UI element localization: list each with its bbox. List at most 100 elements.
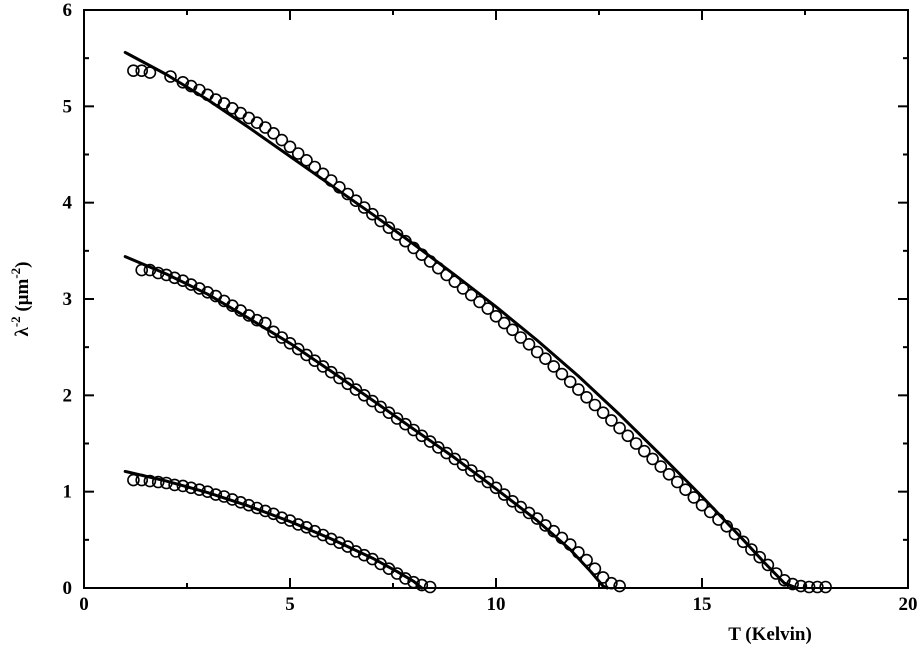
data-point [555, 367, 569, 381]
data-point [794, 579, 808, 593]
data-point [580, 390, 593, 404]
data-point [399, 234, 412, 248]
y-tick-label: 5 [63, 96, 73, 117]
data-point [761, 558, 775, 572]
data-point [324, 532, 338, 546]
data-point [234, 106, 247, 120]
data-point [720, 519, 734, 533]
data-point [555, 531, 569, 545]
data-point [514, 500, 528, 514]
data-point [308, 160, 322, 174]
tick-labels: 0 5 10 15 20 0 1 2 3 4 5 6 [63, 0, 918, 615]
data-point [670, 475, 684, 489]
data-point [530, 512, 544, 525]
data-point [226, 493, 239, 506]
data-point [341, 377, 355, 391]
y-tick-label: 0 [63, 578, 73, 599]
data-point [539, 352, 552, 366]
x-tick-label: 20 [899, 594, 918, 615]
data-point [283, 514, 297, 527]
data-point [654, 460, 668, 473]
data-point [258, 121, 272, 134]
data-point [217, 490, 231, 503]
data-point [151, 266, 165, 280]
data-point [456, 282, 470, 295]
data-point [308, 354, 322, 368]
data-point [423, 255, 437, 268]
data-point [440, 268, 453, 282]
data-point [226, 102, 239, 115]
data-point [522, 506, 536, 520]
data-point [160, 268, 173, 282]
data-point [390, 412, 404, 425]
x-tick-label: 5 [285, 594, 295, 615]
data-point [250, 313, 264, 327]
data-point [596, 406, 610, 420]
data-point [415, 248, 429, 261]
data-point [316, 167, 330, 181]
data-point [572, 383, 585, 396]
data-point [481, 302, 495, 315]
data-point [580, 553, 593, 567]
data-point [300, 348, 313, 362]
data-point [481, 475, 495, 489]
data-point [712, 513, 725, 526]
data-point [547, 524, 561, 538]
data-point [407, 423, 420, 437]
data-point [382, 406, 396, 420]
data-point [275, 331, 289, 344]
data-point [522, 337, 536, 351]
data-point [440, 446, 453, 460]
data-point [736, 535, 750, 549]
y-tick-label: 6 [63, 0, 73, 21]
data-point [135, 64, 148, 77]
data-point [201, 485, 214, 499]
data-point [448, 452, 462, 466]
data-point [399, 417, 412, 431]
fit-curve-3 [123, 469, 424, 590]
data-point [473, 469, 486, 483]
data-point [629, 437, 643, 450]
data-point [489, 309, 503, 323]
data-point [506, 323, 519, 337]
data-point [456, 458, 470, 472]
data-point [819, 580, 832, 594]
y-axis-sup-1: -2 [8, 316, 23, 327]
data-point [168, 478, 181, 492]
data-point [324, 365, 338, 379]
data-point [407, 241, 420, 255]
data-point [127, 473, 140, 487]
data-point [399, 572, 412, 585]
data-point [234, 495, 247, 509]
fit-curve-1 [123, 50, 799, 590]
y-axis-unit-open: (μm [12, 278, 33, 316]
data-point [431, 261, 445, 275]
data-point [506, 494, 519, 508]
data-point [291, 147, 305, 160]
data-point [621, 429, 635, 443]
data-point [164, 70, 177, 83]
y-tick-label: 4 [63, 193, 73, 214]
data-point [366, 394, 379, 408]
data-point [168, 271, 181, 285]
data-point [423, 435, 437, 448]
data-point [407, 575, 420, 589]
data-point [728, 527, 742, 541]
data-point [703, 505, 717, 519]
data-point [473, 295, 486, 309]
data-markers [127, 64, 832, 594]
data-point [258, 316, 272, 330]
fit-curves [123, 50, 799, 590]
data-point [374, 214, 387, 228]
data-point [193, 483, 206, 497]
data-point [778, 573, 791, 587]
y-axis-symbol: λ [12, 327, 33, 337]
data-point [374, 400, 387, 414]
data-point [349, 383, 363, 396]
data-point [390, 228, 404, 241]
data-point [464, 288, 478, 302]
data-point [242, 498, 256, 512]
data-point [258, 504, 272, 518]
data-point [415, 578, 429, 592]
